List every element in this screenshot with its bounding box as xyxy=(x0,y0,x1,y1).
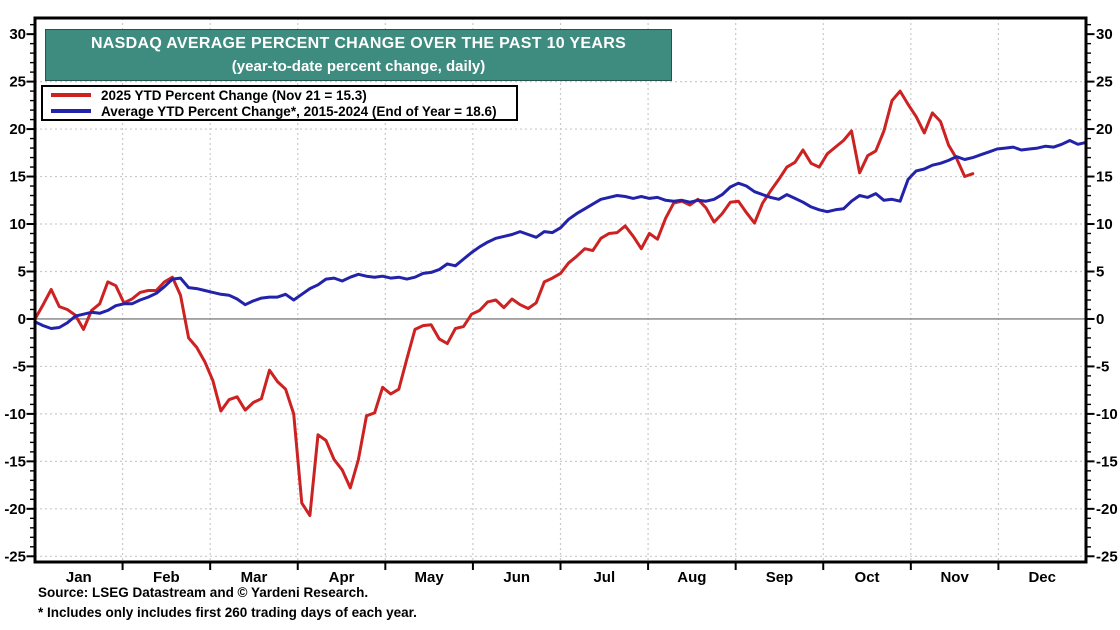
series-average-line xyxy=(33,139,1088,330)
footnote-text: * Includes only includes first 260 tradi… xyxy=(38,605,417,620)
y-axis-label-left: 10 xyxy=(9,216,26,233)
y-axis-label-left: -15 xyxy=(4,453,26,470)
series-2025-line xyxy=(33,89,975,517)
y-axis-label-left: -5 xyxy=(13,358,26,375)
y-axis-label-left: 0 xyxy=(18,311,26,328)
legend-label-2025: 2025 YTD Percent Change (Nov 21 = 15.3) xyxy=(101,87,367,103)
y-axis-label-left: -25 xyxy=(4,548,26,565)
y-axis-label-left: -20 xyxy=(4,501,26,518)
y-axis-label-left: 15 xyxy=(9,169,26,186)
month-label: Apr xyxy=(329,569,355,586)
chart-subtitle: (year-to-date percent change, daily) xyxy=(231,58,486,75)
month-label: Nov xyxy=(940,569,969,586)
legend-item-average: Average YTD Percent Change*, 2015-2024 (… xyxy=(51,104,516,119)
month-label: Mar xyxy=(241,569,268,586)
y-axis-label-left: -10 xyxy=(4,406,26,423)
y-axis-label-left: 30 xyxy=(9,26,26,43)
axes xyxy=(26,23,1095,570)
month-label: May xyxy=(415,569,445,586)
y-axis-label-right: 20 xyxy=(1096,121,1113,138)
month-label: Aug xyxy=(677,569,706,586)
y-axis-label-right: -25 xyxy=(1096,548,1118,565)
y-axis-label-right: 0 xyxy=(1096,311,1104,328)
y-axis-label-left: 20 xyxy=(9,121,26,138)
month-label: Sep xyxy=(766,569,794,586)
y-axis-label-right: 10 xyxy=(1096,216,1113,233)
plot-frame xyxy=(33,16,1088,564)
y-axis-label-right: 15 xyxy=(1096,169,1113,186)
month-label: Jul xyxy=(593,569,615,586)
month-label: Jun xyxy=(503,569,530,586)
legend-label-average: Average YTD Percent Change*, 2015-2024 (… xyxy=(101,103,497,119)
y-axis-label-right: 30 xyxy=(1096,26,1113,43)
axis-labels: 30 30 25 25 20 20 15 15 10 10 5 5 0 0 -5 -5 -10 -10 -15 -15… xyxy=(4,26,1117,586)
red-line-swatch xyxy=(51,93,91,97)
chart-title-box: NASDAQ AVERAGE PERCENT CHANGE OVER THE P… xyxy=(45,29,672,81)
month-label: Oct xyxy=(855,569,880,586)
chart-legend: 2025 YTD Percent Change (Nov 21 = 15.3) … xyxy=(41,85,518,121)
month-label: Feb xyxy=(153,569,180,586)
blue-line-swatch xyxy=(51,109,91,113)
y-axis-label-right: 25 xyxy=(1096,74,1113,91)
month-label: Jan xyxy=(66,569,92,586)
y-axis-label-right: -20 xyxy=(1096,501,1118,518)
y-axis-label-left: 25 xyxy=(9,74,26,91)
y-axis-label-right: -15 xyxy=(1096,453,1118,470)
y-axis-label-right: -10 xyxy=(1096,406,1118,423)
y-axis-label-right: 5 xyxy=(1096,263,1104,280)
legend-item-2025: 2025 YTD Percent Change (Nov 21 = 15.3) xyxy=(51,88,516,103)
data-series xyxy=(33,89,1088,517)
month-label: Dec xyxy=(1028,569,1056,586)
y-axis-label-right: -5 xyxy=(1096,358,1109,375)
source-text: Source: LSEG Datastream and © Yardeni Re… xyxy=(38,585,369,600)
y-axis-label-left: 5 xyxy=(18,263,26,280)
chart-title: NASDAQ AVERAGE PERCENT CHANGE OVER THE P… xyxy=(90,35,627,52)
